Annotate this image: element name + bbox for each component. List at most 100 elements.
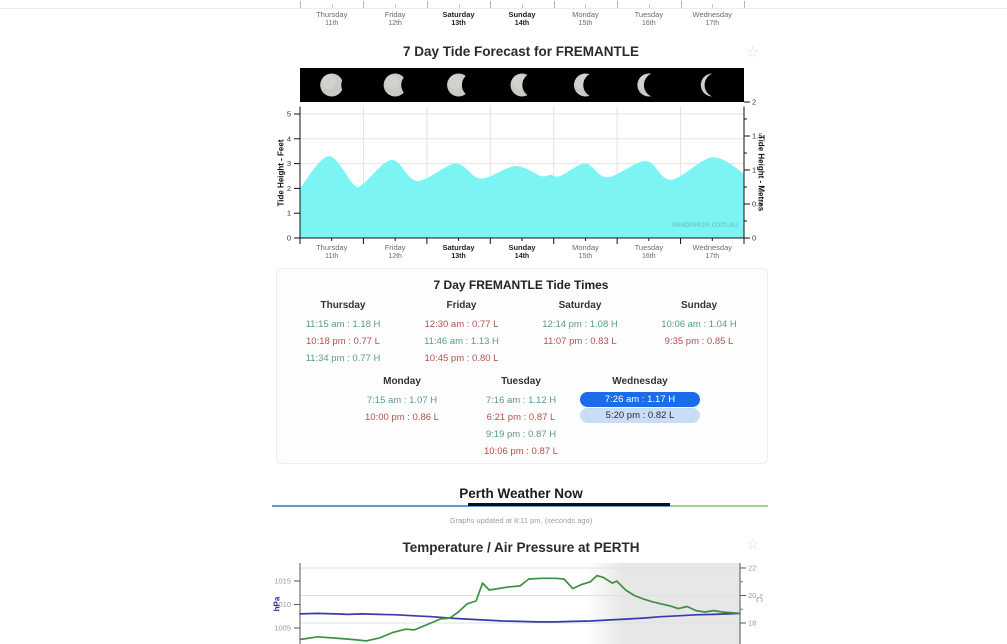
day-name: Monday — [572, 10, 599, 19]
axis-tick — [744, 1, 745, 8]
watermark: seabreeze.com.au — [672, 220, 738, 229]
moon-phase-icon — [510, 72, 547, 98]
tide-day-header: Sunday — [680, 300, 718, 311]
tide-forecast-title: 7 Day Tide Forecast for FREMANTLE — [402, 44, 640, 59]
day-date: 16th — [642, 20, 656, 27]
day-name: Sunday — [508, 243, 536, 252]
tick-label: 22 — [748, 564, 756, 573]
graphs-updated-text: Graphs updated at 8:11 pm, (seconds ago) — [449, 516, 593, 525]
tide-day-column: Wednesday 7:26 am : 1.17 H 5:20 pm : 0.82 … — [570, 376, 710, 424]
top-axis-line — [0, 8, 1007, 9]
axis-tick — [617, 1, 619, 8]
tide-day-column: Thursday 11:15 am : 1.18 H 10:18 pm : 0.77… — [273, 300, 413, 367]
temp-pressure-title: Temperature / Air Pressure at PERTH — [402, 540, 640, 555]
day-date: 15th — [578, 20, 593, 27]
day-date: 15th — [578, 253, 593, 260]
axis-tick — [426, 1, 428, 8]
tick-label: 20 — [748, 591, 756, 600]
tide-entry: 11:34 pm : 0.77 H — [305, 353, 381, 364]
tide-entry: 10:45 pm : 0.80 L — [424, 353, 499, 364]
tide-entry: 10:18 pm : 0.77 L — [306, 336, 380, 347]
tide-day-header: Tuesday — [501, 376, 541, 387]
tick-label: 18 — [748, 619, 756, 628]
temp-pressure-chart: 1015 1010 1005 22 20 18 — [274, 563, 756, 644]
weather-now-heading: Perth Weather Now — [459, 486, 583, 501]
air-pressure-line — [299, 612, 741, 623]
axis-tick — [680, 1, 682, 8]
axis-tick — [490, 1, 492, 8]
axis-tick-minor — [712, 4, 714, 8]
day-label: Friday 12th — [360, 10, 430, 28]
day-name: Tuesday — [634, 10, 664, 19]
day-date: 12th — [388, 253, 402, 260]
day-name: Friday — [384, 10, 406, 19]
day-label: Tuesday 16th — [614, 10, 684, 28]
day-date: 13th — [451, 20, 466, 27]
favorite-star-icon[interactable]: ☆ — [746, 536, 760, 553]
tick-label: 1015 — [274, 577, 291, 586]
tide-entry: 10:00 pm : 0.86 L — [365, 412, 439, 423]
tide-entry: 9:35 pm : 0.85 L — [664, 336, 734, 347]
day-label: Thursday 11th — [297, 243, 367, 261]
tide-day-column: Saturday 12:14 pm : 1.08 H 11:07 pm : 0.83… — [510, 300, 650, 350]
tide-day-header: Saturday — [558, 300, 602, 311]
tick-label: 0.5 — [752, 200, 762, 209]
tide-entry: 5:20 pm : 0.82 L — [580, 408, 700, 423]
day-date: 12th — [388, 20, 402, 27]
tide-area — [300, 156, 745, 238]
tick-label: 2 — [752, 98, 756, 107]
tide-entry: 12:30 am : 0.77 L — [424, 319, 499, 330]
day-name: Tuesday — [634, 243, 664, 252]
tide-day-header: Monday — [383, 376, 421, 387]
axis-tick — [300, 1, 301, 8]
day-name: Wednesday — [692, 10, 733, 19]
day-name: Monday — [572, 243, 599, 252]
day-date: 11th — [325, 253, 339, 260]
tide-day-header: Friday — [446, 300, 477, 311]
tick-label: 1010 — [274, 600, 291, 609]
tide-entry: 11:15 am : 1.18 H — [305, 319, 381, 330]
tick-label: 4 — [287, 134, 291, 143]
tide-entry: 7:26 am : 1.17 H — [580, 392, 700, 407]
moon-phase-icon — [637, 72, 669, 98]
day-label: Saturday 13th — [424, 10, 494, 28]
tick-label: 1 — [287, 209, 291, 218]
axis-tick-minor — [331, 4, 333, 8]
favorite-star-icon[interactable]: ☆ — [746, 44, 760, 61]
day-label: Thursday 11th — [297, 10, 367, 28]
tide-day-header: Thursday — [320, 300, 366, 311]
divider-underline — [468, 503, 670, 506]
tick-label: 1005 — [274, 624, 291, 633]
tide-entry: 11:07 pm : 0.83 L — [543, 336, 617, 347]
tide-day-column: Sunday 10:06 am : 1.04 H 9:35 pm : 0.85 L — [629, 300, 769, 350]
axis-tick-minor — [648, 4, 650, 8]
day-name: Saturday — [442, 243, 475, 252]
tide-entry: 9:19 pm : 0.87 H — [485, 429, 557, 440]
tick-label: 1 — [752, 166, 756, 175]
temperature-axis-label: °C — [754, 593, 764, 603]
moon-phase-icon — [320, 72, 366, 98]
day-label: Monday 15th — [550, 10, 620, 28]
divider-green — [670, 505, 768, 507]
tide-entry: 11:46 am : 1.13 H — [424, 336, 499, 347]
tick-label: 2 — [287, 184, 291, 193]
moon-phase-icon — [447, 72, 487, 98]
day-date: 17th — [705, 253, 720, 260]
axis-tick-minor — [395, 4, 397, 8]
axis-tick-minor — [458, 4, 460, 8]
tide-chart: 0 1 2 3 4 5 0 0.5 1 1.5 2 — [287, 98, 762, 244]
tide-entry: 7:16 am : 1.12 H — [485, 395, 557, 406]
axis-tick-minor — [585, 4, 587, 8]
tide-times-title: 7 Day FREMANTLE Tide Times — [433, 278, 609, 292]
day-label: Tuesday 16th — [614, 243, 684, 261]
divider-blue — [272, 505, 670, 507]
day-label: Sunday 14th — [487, 10, 557, 28]
day-date: 16th — [642, 253, 656, 260]
tide-entry: 6:21 pm : 0.87 L — [486, 412, 556, 423]
moon-phase-strip — [320, 72, 730, 98]
day-label: Sunday 14th — [487, 243, 557, 261]
tide-day-column: Tuesday 7:16 am : 1.12 H 6:21 pm : 0.87 L 9… — [451, 376, 591, 460]
tick-label: 1.5 — [752, 132, 762, 141]
day-name: Thursday — [316, 10, 348, 19]
tide-day-header: Wednesday — [612, 376, 668, 387]
